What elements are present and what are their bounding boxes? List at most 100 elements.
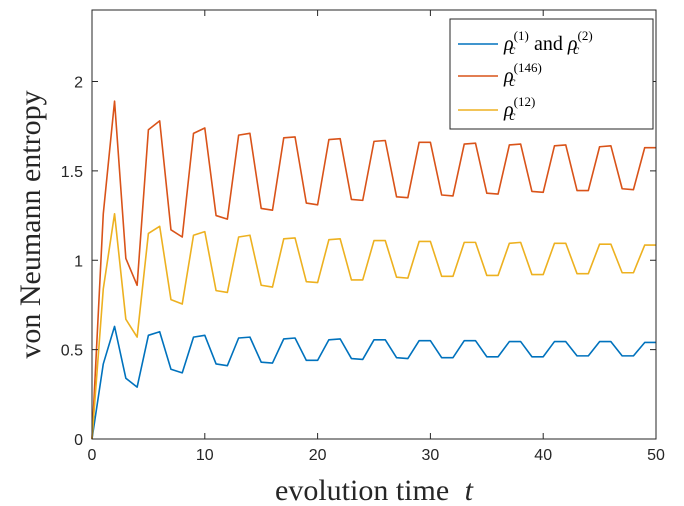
- series-0-point: [283, 338, 285, 340]
- series-0-point: [463, 340, 465, 342]
- series-1: [91, 100, 656, 440]
- series-1-point: [181, 236, 183, 238]
- series-1-point: [306, 202, 308, 204]
- series-2-point: [452, 276, 454, 278]
- series-1-point: [328, 139, 330, 141]
- series-0-point: [418, 340, 420, 342]
- series-2-point: [170, 299, 172, 301]
- y-tick-label: 1: [74, 253, 83, 270]
- series-1-point: [430, 141, 432, 143]
- series-0-point: [362, 359, 364, 361]
- series-1-point: [204, 127, 206, 129]
- series-0-point: [486, 356, 488, 358]
- series-2-point: [102, 288, 104, 290]
- series-1-point: [588, 190, 590, 192]
- series-1-point: [486, 192, 488, 194]
- series-1-point: [114, 100, 116, 102]
- series-0-point: [509, 341, 511, 343]
- series-2-point: [418, 241, 420, 243]
- series-0-point: [633, 355, 635, 357]
- series-0-point: [294, 337, 296, 339]
- series-1-point: [373, 141, 375, 143]
- series-2-point: [238, 236, 240, 238]
- series-2-point: [260, 284, 262, 286]
- y-tick-label: 1.5: [61, 164, 83, 181]
- series-1-point: [260, 208, 262, 210]
- series-1-point: [170, 229, 172, 231]
- legend-label-2: ρ(12)c​: [503, 94, 535, 124]
- series-0-point: [181, 372, 183, 374]
- x-tick-label: 40: [534, 447, 552, 464]
- series-2-point: [148, 233, 150, 235]
- series-1-point: [509, 144, 511, 146]
- series-2-point: [463, 242, 465, 244]
- series-1-point: [148, 129, 150, 131]
- series-1-point: [407, 197, 409, 199]
- series-2-point: [215, 290, 217, 292]
- series-2-point: [272, 286, 274, 288]
- series-1-point: [125, 258, 127, 260]
- y-axis-label: von Neumann entropy: [14, 90, 47, 358]
- series-1-point: [193, 133, 195, 135]
- series-0-point: [531, 356, 533, 358]
- series-1-point: [520, 143, 522, 145]
- series-0-point: [159, 331, 161, 333]
- series-0-point: [306, 360, 308, 362]
- series-0-point: [193, 336, 195, 338]
- series-1-point: [531, 191, 533, 193]
- series-0-point: [520, 341, 522, 343]
- series-1-point: [317, 204, 319, 206]
- series-2-point: [509, 242, 511, 244]
- x-tick-label: 0: [88, 447, 97, 464]
- series-0-point: [317, 360, 319, 362]
- series-2-point: [328, 239, 330, 241]
- series-0-point: [497, 356, 499, 358]
- series-1-point: [554, 145, 556, 147]
- series-1-point: [475, 142, 477, 144]
- series-2-point: [339, 238, 341, 240]
- x-axis-label: evolution time t: [275, 474, 474, 506]
- series-2-point: [441, 276, 443, 278]
- series-1-point: [227, 218, 229, 220]
- series-1-point: [215, 215, 217, 217]
- series-0-point: [373, 339, 375, 341]
- x-tick-label: 10: [196, 447, 214, 464]
- series-1-point: [249, 133, 251, 135]
- series-1-point: [644, 147, 646, 149]
- series-1-point: [610, 145, 612, 147]
- series-2-point: [317, 282, 319, 284]
- y-tick-label: 2: [74, 75, 83, 92]
- series-1-point: [294, 136, 296, 138]
- series-2-point: [430, 241, 432, 243]
- series-2-point: [396, 276, 398, 278]
- series-2-point: [294, 237, 296, 239]
- series-0-point: [588, 355, 590, 357]
- series-2-point: [227, 292, 229, 294]
- series-2-point: [193, 234, 195, 236]
- series-2-point: [181, 303, 183, 305]
- axes-box: [91, 9, 657, 440]
- series-2-point: [520, 242, 522, 244]
- series-2-point: [621, 272, 623, 274]
- series-2-point: [136, 336, 138, 338]
- series-2-point: [362, 279, 364, 281]
- series-0-point: [644, 342, 646, 344]
- series-0-point: [260, 361, 262, 363]
- series-2-point: [384, 240, 386, 242]
- series-2-point: [576, 273, 578, 275]
- series-0-point: [621, 355, 623, 357]
- series-0-point: [215, 363, 217, 365]
- series-line-1: [91, 100, 656, 440]
- series-2-point: [204, 231, 206, 233]
- series-2-point: [633, 272, 635, 274]
- series-1-point: [621, 188, 623, 190]
- series-0-point: [610, 341, 612, 343]
- series-1-point: [576, 190, 578, 192]
- series-2-point: [407, 277, 409, 279]
- series-1-point: [452, 195, 454, 197]
- series-1-point: [441, 194, 443, 196]
- series-1-point: [159, 120, 161, 122]
- series-1-point: [542, 192, 544, 194]
- series-0-point: [599, 341, 601, 343]
- series-2-point: [610, 243, 612, 245]
